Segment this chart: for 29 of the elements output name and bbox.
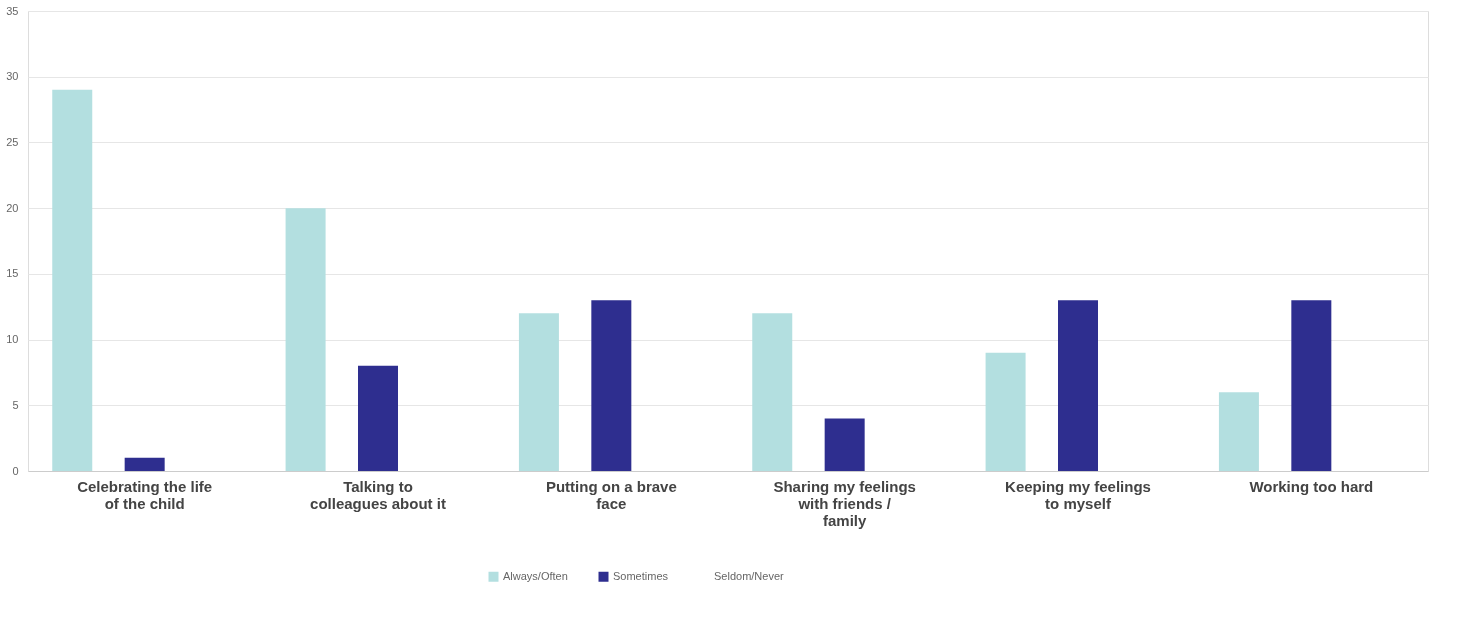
y-tick-label: 15 (6, 267, 19, 280)
y-tick-label: 30 (6, 70, 19, 83)
y-tick-label: 10 (6, 333, 19, 346)
y-tick-label: 25 (6, 135, 19, 148)
y-tick-label: 0 (12, 464, 19, 477)
bar (985, 352, 1026, 471)
bar (752, 313, 793, 471)
bar (52, 89, 93, 471)
x-tick-label: Working too hard (1249, 477, 1374, 495)
bar (1291, 300, 1332, 471)
bar (591, 300, 632, 471)
y-tick-label: 5 (12, 398, 19, 411)
bar (358, 365, 398, 471)
bar (124, 457, 165, 471)
bar (824, 418, 865, 471)
bar (285, 208, 326, 471)
y-tick-label: 35 (6, 4, 19, 17)
x-tick-label: Sharing my feelings with friends / family (773, 477, 916, 529)
x-tick-label: Talking to colleagues about it (310, 477, 446, 512)
x-tick-label: Putting on a brave face (545, 477, 677, 512)
text: Seldom/Never (714, 569, 785, 582)
x-tick-label: Keeping my feelings to myself (1005, 477, 1151, 512)
bar (1218, 392, 1259, 471)
bar (1058, 300, 1098, 471)
bar (518, 313, 559, 471)
x-tick-label: Celebrating the life of the child (77, 477, 213, 512)
y-tick-label: 20 (6, 201, 19, 214)
legend-label: Sometimes (613, 569, 669, 582)
legend-label: Always/Often (503, 569, 568, 582)
